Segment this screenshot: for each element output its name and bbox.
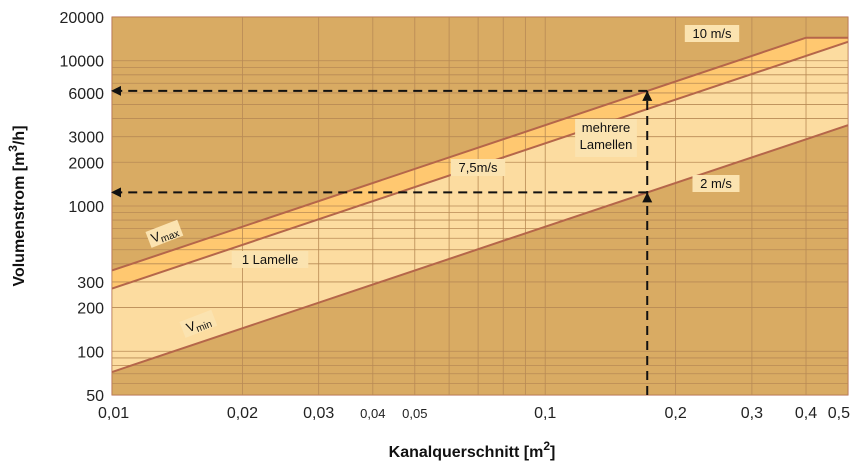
y-tick-labels: 50 100 200 300 1000 2000 3000 6000 10000 20000 [60, 10, 105, 405]
x-tick-label: 0,02 [227, 405, 258, 422]
x-tick-label: 0,1 [534, 405, 556, 422]
y-axis-title: Volumenstrom [m3/h] [6, 125, 28, 286]
x-tick-labels: 0,01 0,02 0,03 0,04 0,05 0,1 0,2 0,3 0,4 0,5 [98, 405, 850, 422]
annotation-text: mehrere [582, 120, 630, 135]
annotation-10ms: 10 m/s [685, 25, 739, 42]
y-tick-label: 100 [77, 344, 104, 361]
y-tick-label: 200 [77, 301, 104, 318]
y-tick-label: 20000 [60, 10, 105, 27]
x-tick-label: 0,2 [664, 405, 686, 422]
annotation-1lamelle: 1 Lamelle [232, 251, 309, 268]
x-tick-label: 0,04 [360, 406, 385, 421]
y-tick-label: 1000 [68, 199, 104, 216]
annotation-text: 10 m/s [692, 26, 732, 41]
y-tick-label: 10000 [60, 54, 105, 71]
y-tick-label: 50 [86, 388, 104, 405]
annotation-text: 1 Lamelle [242, 252, 298, 267]
annotation-text: 2 m/s [700, 176, 732, 191]
annotation-2ms: 2 m/s [693, 175, 740, 192]
y-tick-label: 3000 [68, 130, 104, 147]
x-tick-label: 0,3 [741, 405, 763, 422]
x-tick-label: 0,5 [828, 405, 850, 422]
y-tick-label: 6000 [68, 86, 104, 103]
x-tick-label: 0,01 [98, 405, 129, 422]
y-tick-label: 300 [77, 275, 104, 292]
annotation-text: 7,5m/s [458, 160, 498, 175]
x-tick-label: 0,03 [303, 405, 334, 422]
annotation-text: Lamellen [580, 137, 633, 152]
x-axis-title: Kanalquerschnitt [m2] [389, 439, 556, 461]
x-tick-label: 0,4 [795, 405, 817, 422]
annotation-75ms: 7,5m/s [451, 159, 505, 176]
x-tick-label: 0,05 [402, 406, 427, 421]
annotation-lamellen: Lamellen [580, 137, 633, 152]
y-tick-label: 2000 [68, 155, 104, 172]
